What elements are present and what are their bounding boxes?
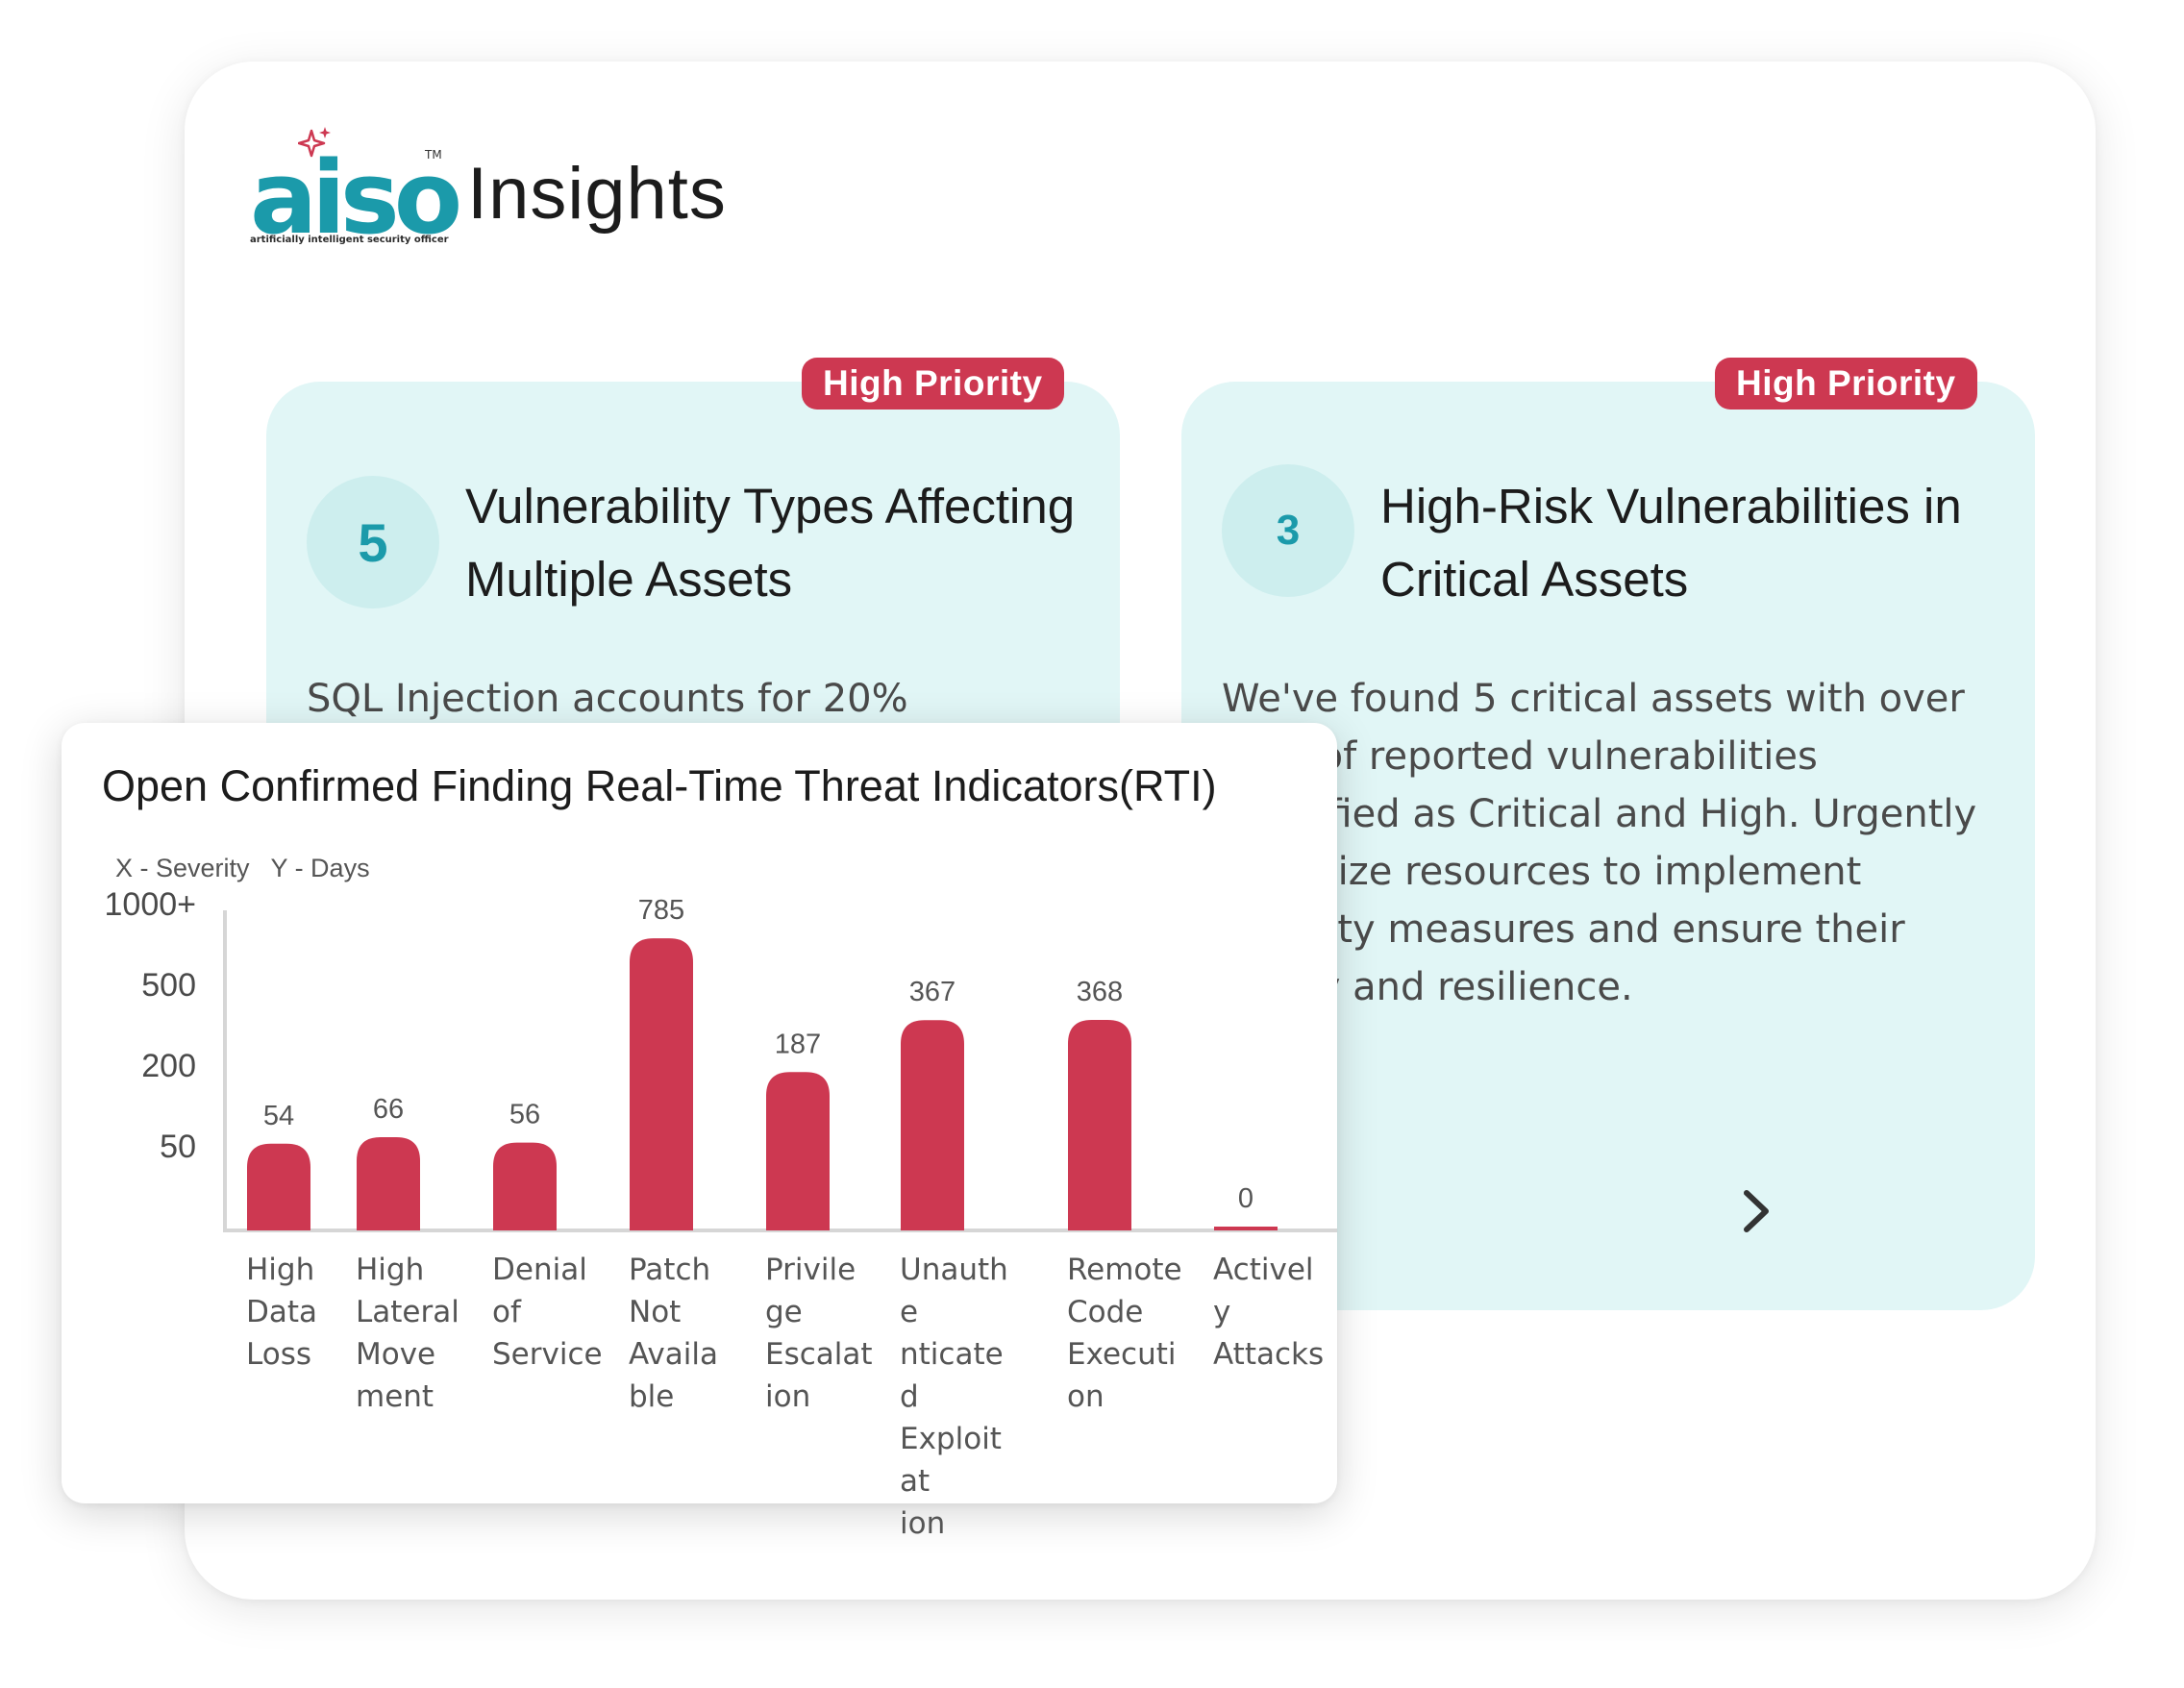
x-category-label-line: ion — [900, 1506, 946, 1541]
x-category-label-line: Code — [1067, 1295, 1144, 1329]
x-category-label-line: ge — [765, 1295, 803, 1329]
x-category-label: Denial of Service — [492, 1249, 609, 1376]
bar-value-label: 187 — [775, 1029, 821, 1059]
chevron-right-icon[interactable] — [1739, 1187, 1774, 1235]
x-category-label-line: Patch — [629, 1253, 711, 1287]
x-category-label-line: nticated — [900, 1337, 1004, 1414]
x-category-label-line: Service — [492, 1337, 603, 1372]
insight-card-title: Vulnerability Types Affecting Multiple A… — [465, 479, 1076, 607]
sparkle-icon — [298, 127, 331, 158]
insight-count-badge: 3 — [1222, 464, 1354, 597]
x-category-label-line: Denial — [492, 1253, 587, 1287]
x-category-label-line: Remote — [1067, 1253, 1182, 1287]
x-category-label: Privile ge Escalat ion — [765, 1249, 882, 1418]
x-category-label-line: Attacks — [1213, 1337, 1325, 1372]
x-category-label-line: on — [1067, 1379, 1104, 1414]
bar-value-label: 368 — [1077, 977, 1123, 1007]
logo-wordmark: aiso — [250, 139, 462, 257]
bar-value-label: 56 — [509, 1100, 540, 1130]
x-category-label-line: Data — [246, 1295, 318, 1329]
aiso-logo: aiso TM artificially intelligent securit… — [250, 127, 462, 252]
x-category-label: Unauthe nticated Exploitat ion — [900, 1249, 1017, 1545]
x-category-label-line: ion — [765, 1379, 811, 1414]
x-category-label-line: Move — [356, 1337, 436, 1372]
insight-card-title: High-Risk Vulnerabilities in Critical As… — [1380, 479, 1962, 607]
bar-value-label: 66 — [373, 1094, 404, 1125]
x-category-label-line: Privile — [765, 1253, 856, 1287]
x-category-label: High Lateral Move ment — [356, 1249, 473, 1418]
x-category-label-line: Availa — [629, 1337, 718, 1372]
x-category-label-line: High — [246, 1253, 315, 1287]
trademark-mark: TM — [425, 148, 442, 161]
page-title: Insights — [467, 153, 727, 235]
x-category-label: High Data Loss — [246, 1249, 363, 1376]
x-category-label: Remote Code Executi on — [1067, 1249, 1184, 1418]
insight-card-description: SQL Injection accounts for 20% — [307, 677, 908, 721]
x-category-label-line: of — [492, 1295, 521, 1329]
x-category-label-line: Actively — [1213, 1253, 1314, 1329]
y-tick-label: 200 — [141, 1048, 196, 1084]
chart-title: Open Confirmed Finding Real-Time Threat … — [102, 761, 1217, 810]
x-category-label-line: Escalat — [765, 1337, 873, 1372]
x-category-label-line: Unauthe — [900, 1253, 1008, 1329]
y-axis-legend: Y - Days — [270, 854, 370, 882]
priority-badge: High Priority — [802, 358, 1064, 410]
bar-chart: 1000+ 500 200 50 54 66 56 785 187 367 368 0 — [105, 886, 1337, 1232]
x-category-label-line: ment — [356, 1379, 434, 1414]
bar-value-label: 54 — [263, 1101, 294, 1131]
chart-bar[interactable] — [766, 1072, 830, 1230]
insight-card-description: We've found 5 critical assets with over … — [1222, 677, 1977, 1009]
x-category-label-line: Executi — [1067, 1337, 1177, 1372]
x-category-label: Actively Attacks — [1213, 1249, 1330, 1376]
chart-bar[interactable] — [357, 1137, 420, 1230]
y-tick-label: 50 — [160, 1129, 196, 1165]
x-category-label: Patch Not Availa ble — [629, 1249, 746, 1418]
x-category-label-line: High — [356, 1253, 425, 1287]
rti-chart-card: Open Confirmed Finding Real-Time Threat … — [62, 723, 1337, 1541]
x-category-label-line: ble — [629, 1379, 675, 1414]
chart-bar[interactable] — [901, 1020, 964, 1230]
chart-bar[interactable] — [247, 1143, 310, 1230]
x-category-label-line: Lateral — [356, 1295, 459, 1329]
x-axis-legend: X - Severity — [115, 854, 250, 882]
bar-value-label: 785 — [638, 895, 684, 926]
chart-bar[interactable] — [493, 1142, 557, 1230]
insight-count-badge: 5 — [307, 476, 439, 608]
y-tick-label: 1000+ — [105, 886, 197, 923]
axis-legend: X - Severity Y - Days — [115, 854, 391, 883]
bar-value-label: 367 — [909, 977, 956, 1007]
priority-badge: High Priority — [1715, 358, 1977, 410]
x-category-label-line: Not — [629, 1295, 682, 1329]
x-category-label-line: Exploitat — [900, 1422, 1002, 1499]
logo-tagline: artificially intelligent security office… — [250, 235, 449, 245]
x-category-label-line: Loss — [246, 1337, 311, 1372]
y-tick-label: 500 — [141, 967, 196, 1004]
bar-value-label: 0 — [1238, 1183, 1253, 1214]
chart-bar[interactable] — [1214, 1227, 1278, 1230]
chart-bar[interactable] — [630, 938, 693, 1230]
chart-bar[interactable] — [1068, 1019, 1131, 1230]
